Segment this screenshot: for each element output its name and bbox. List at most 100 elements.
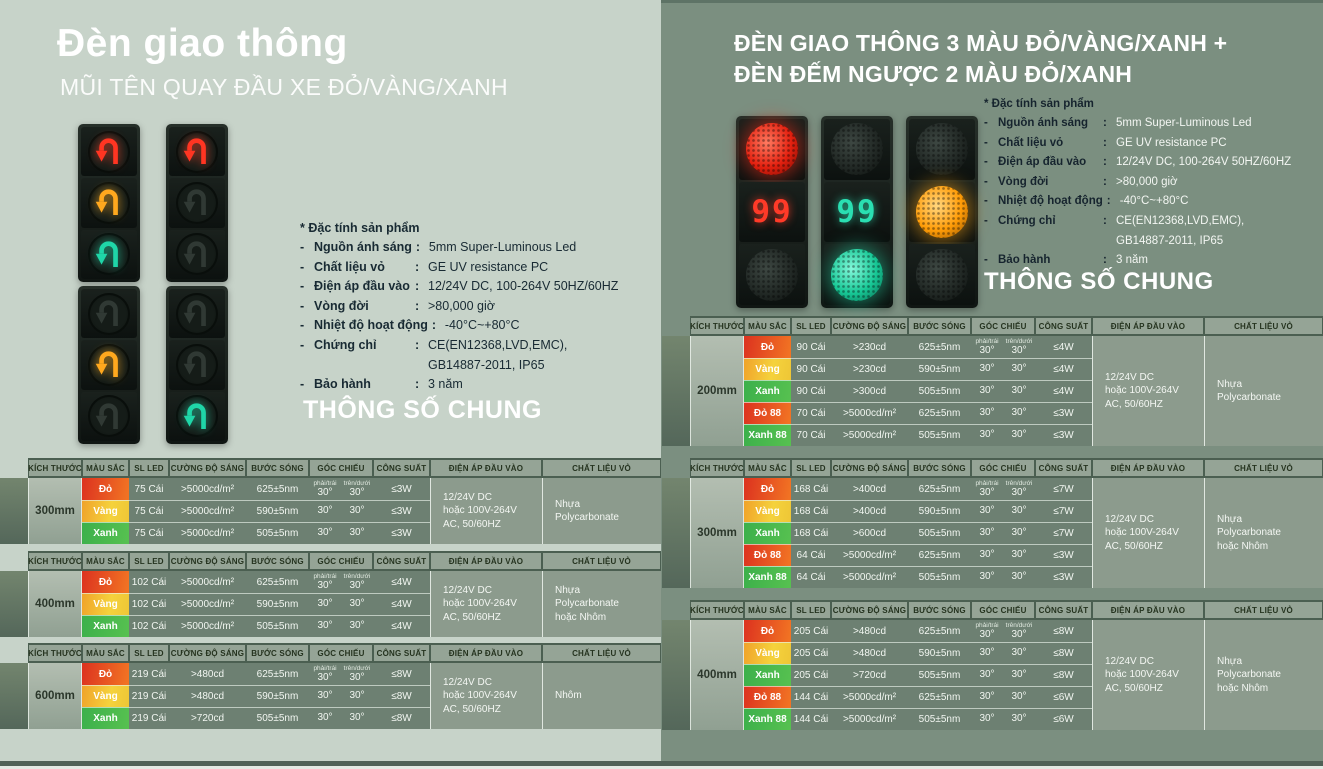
table-edge-strip [0,571,28,637]
traffic-light-tower [906,116,978,308]
col-header-voltage: ĐIỆN ÁP ĐẦU VÀO [1093,460,1203,476]
table-edge-strip [0,663,28,729]
angle-value: 30° [979,487,995,498]
angle-lr-cell: 30° [971,500,1003,522]
intensity-value: >5000cd/m² [831,566,908,588]
angle-lr-cell: phải/trái 30° [309,663,341,685]
sl-led-value: 144 Cái [791,708,831,730]
u-turn-arrow-icon [88,293,130,335]
angle-lr-cell: 30° [971,686,1003,708]
angle-sublabel: phải/trái [313,480,337,487]
spec-value: GB14887-2011, IP65 [1116,234,1224,247]
intensity-value: >5000cd/m² [169,478,246,500]
angle-ud-cell: 30° [341,500,373,522]
intensity-value: >230cd [831,358,908,380]
intensity-value: >5000cd/m² [831,708,908,730]
u-turn-arrow-icon [88,233,130,275]
angle-value: 30° [317,620,333,631]
power-value: ≤8W [373,707,430,729]
angle-value: 30° [1011,629,1027,640]
col-header-angle: GÓC CHIẾU [972,602,1034,618]
spec-value: -40°C~+80°C [444,318,520,333]
red-ball-lens [746,123,798,176]
u-turn-arrow-lens [88,343,130,386]
material-value: Nhựa Polycarbonate [1204,336,1323,446]
spec-dash: - [300,279,305,294]
angle-value: 30° [317,580,333,591]
angle-value: 30° [317,690,333,701]
spec-table-300mm: KÍCH THƯỚC MÀU SẮC SL LED CƯỜNG ĐỘ SÁNG BƯỚC… [662,458,1323,588]
angle-lr-cell: 30° [971,402,1003,424]
angle-value: 30° [1011,691,1027,702]
intensity-value: >5000cd/m² [831,402,908,424]
spec-label: Bảo hành [998,254,1051,267]
voltage-value: 12/24V DC hoặc 100V-264V AC, 50/60HZ [1092,620,1204,730]
spec-row: - Bảo hành:3 năm [984,251,1291,271]
spec-dash [300,356,314,376]
color-label: Xanh 88 [744,566,791,588]
col-header-color: MÀU SẮC [83,645,128,661]
intensity-value: >480cd [831,642,908,664]
voltage-line: AC, 50/60HZ [1105,398,1163,410]
wavelength-value: 505±5nm [908,566,971,588]
angle-sublabel: phải/trái [313,573,337,580]
sl-led-value: 168 Cái [791,478,831,500]
spec-value: -40°C~+80°C [1119,195,1189,208]
col-header-size: KÍCH THƯỚC [690,460,744,476]
intensity-value: >720cd [169,707,246,729]
angle-value: 30° [1011,363,1027,374]
spec-colon: : [415,279,420,294]
col-header-size: KÍCH THƯỚC [690,318,744,334]
spec-value: 5mm Super-Luminous Led [1116,117,1252,129]
angle-sublabel: phải/trái [975,338,999,345]
traffic-light-tower: 99 [736,116,808,308]
col-header-size: KÍCH THƯỚC [28,553,82,569]
traffic-light-section [909,181,975,243]
spec-label: Điện áp đầu vào [314,279,410,294]
intensity-value: >5000cd/m² [831,544,908,566]
spec-colon: : [1103,254,1107,267]
col-header-angle: GÓC CHIẾU [310,460,372,476]
spec-value: >80,000 giờ [428,298,495,313]
traffic-light-section: 99 [824,181,890,243]
traffic-light-tower [166,124,228,282]
spec-row: - Điện áp đầu vào:12/24V DC, 100-264V 50H… [984,153,1291,173]
col-header-material: CHẤT LIỆU VỎ [543,645,660,661]
angle-ud-cell: 30° [1003,522,1035,544]
size-value: 300mm [690,478,744,588]
spec-row: - Vòng đời: >80,000 giờ [300,297,618,317]
color-label: Đỏ [744,336,791,358]
spec-value: CE(EN12368,LVD,EMC), [1116,214,1245,227]
spec-value: 3 năm [1116,254,1148,267]
right-top-strip [661,0,1323,3]
color-label: Đỏ [82,478,129,500]
spec-colon: : [415,377,420,392]
spec-dash: - [300,240,305,254]
power-value: ≤7W [1035,522,1092,544]
material-value: Nhựa Polycarbonate hoặc Nhôm [542,571,661,637]
color-label: Xanh [82,615,129,637]
col-header-power: CÔNG SUẤT [374,460,429,476]
voltage-line: 12/24V DC [443,491,492,503]
spec-list-title: * Đặc tính sản phẩm [300,221,420,235]
color-label: Vàng [82,593,129,615]
material-line: Polycarbonate [1217,669,1281,681]
traffic-light-section [739,244,805,306]
material-value: Nhựa Polycarbonate hoặc Nhôm [1204,620,1323,730]
spec-row-continued: GB14887-2011, IP65 [984,232,1291,252]
wavelength-value: 625±5nm [908,336,971,358]
col-header-sl-led: SL LED [792,460,830,476]
angle-value: 30° [979,669,995,680]
color-label: Vàng [82,685,129,707]
sl-led-value: 144 Cái [791,686,831,708]
angle-value: 30° [349,598,365,609]
spec-list-title: * Đặc tính sản phẩm [984,98,1094,110]
intensity-value: >480cd [169,663,246,685]
angle-lr-cell: phải/trái 30° [971,620,1003,642]
right-page-title-line2: ĐÈN ĐẾM NGƯỢC 2 MÀU ĐỎ/XANH [734,61,1133,87]
col-header-intensity: CƯỜNG ĐỘ SÁNG [170,553,245,569]
angle-value: 30° [979,629,995,640]
u-turn-arrow-icon [176,131,218,173]
voltage-line: hoặc 100V-264V [1105,385,1179,397]
voltage-value: 12/24V DC hoặc 100V-264V AC, 50/60HZ [1092,336,1204,446]
